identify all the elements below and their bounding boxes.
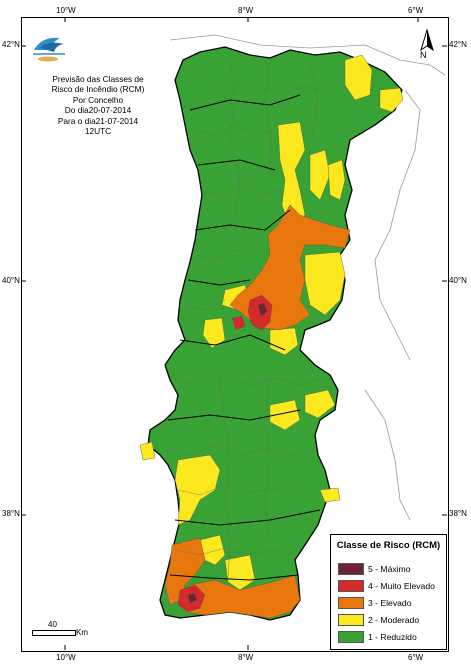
title-line: Para o dia21-07-2014 xyxy=(57,115,139,126)
north-arrow-icon xyxy=(420,28,434,52)
scale-value: 40 xyxy=(48,620,57,629)
municipality-borders xyxy=(164,59,341,581)
legend-swatch xyxy=(338,580,364,592)
legend-swatch xyxy=(338,597,364,609)
lon-tick-8w-top: 8°W xyxy=(238,6,254,15)
legend-item-moderado: 2 - Moderado xyxy=(338,614,446,627)
title-line: Previsão das Classes de xyxy=(52,74,144,84)
legend-item-maximo: 5 - Máximo xyxy=(338,563,446,576)
district-borders xyxy=(167,94,321,581)
lon-tick-10w-top: 10°W xyxy=(56,6,76,15)
lat-tick-42n-left: 42°N xyxy=(2,40,20,49)
risk-areas xyxy=(139,54,404,619)
legend-swatch xyxy=(338,563,364,575)
legend-title: Classe de Risco (RCM) xyxy=(336,540,441,551)
lat-tick-38n-left: 38°N xyxy=(2,509,20,518)
lat-tick-38n-right: 38°N xyxy=(449,509,467,518)
title-line: 12UTC xyxy=(84,126,112,137)
lat-tick-40n-right: 40°N xyxy=(449,276,467,285)
legend-label: 2 - Moderado xyxy=(368,615,420,625)
legend-swatch xyxy=(338,614,364,626)
legend-label: 1 - Reduzido xyxy=(368,632,417,642)
legend-swatch xyxy=(338,631,364,643)
lon-tick-10w-bottom: 10°W xyxy=(56,653,76,662)
spain-border xyxy=(169,34,446,521)
north-label: N xyxy=(420,50,427,60)
lon-tick-8w-bottom: 8°W xyxy=(238,653,254,662)
map-title: Previsão das Classes de Risco de Incêndi… xyxy=(28,74,168,136)
scale-bar xyxy=(32,630,76,636)
title-line: Por Concelho xyxy=(72,94,124,105)
legend-label: 5 - Máximo xyxy=(368,564,411,574)
lon-tick-6w-top: 6°W xyxy=(408,6,424,15)
legend-item-elevado: 3 - Elevado xyxy=(338,597,446,610)
title-line: Risco de Incêndio (RCM) xyxy=(51,84,145,95)
legend-item-muito-elevado: 4 - Muito Elevado xyxy=(338,580,446,593)
legend: Classe de Risco (RCM) 5 - Máximo 4 - Mui… xyxy=(330,534,447,650)
lon-tick-6w-bottom: 6°W xyxy=(408,653,424,662)
lat-tick-42n-right: 42°N xyxy=(449,40,467,49)
legend-item-reduzido: 1 - Reduzido xyxy=(338,631,446,644)
lat-tick-40n-left: 40°N xyxy=(2,276,20,285)
scale-unit: Km xyxy=(76,628,88,637)
title-line: Do dia20-07-2014 xyxy=(64,105,132,116)
legend-label: 4 - Muito Elevado xyxy=(368,581,435,591)
legend-label: 3 - Elevado xyxy=(368,598,412,608)
ipma-logo xyxy=(33,37,65,62)
